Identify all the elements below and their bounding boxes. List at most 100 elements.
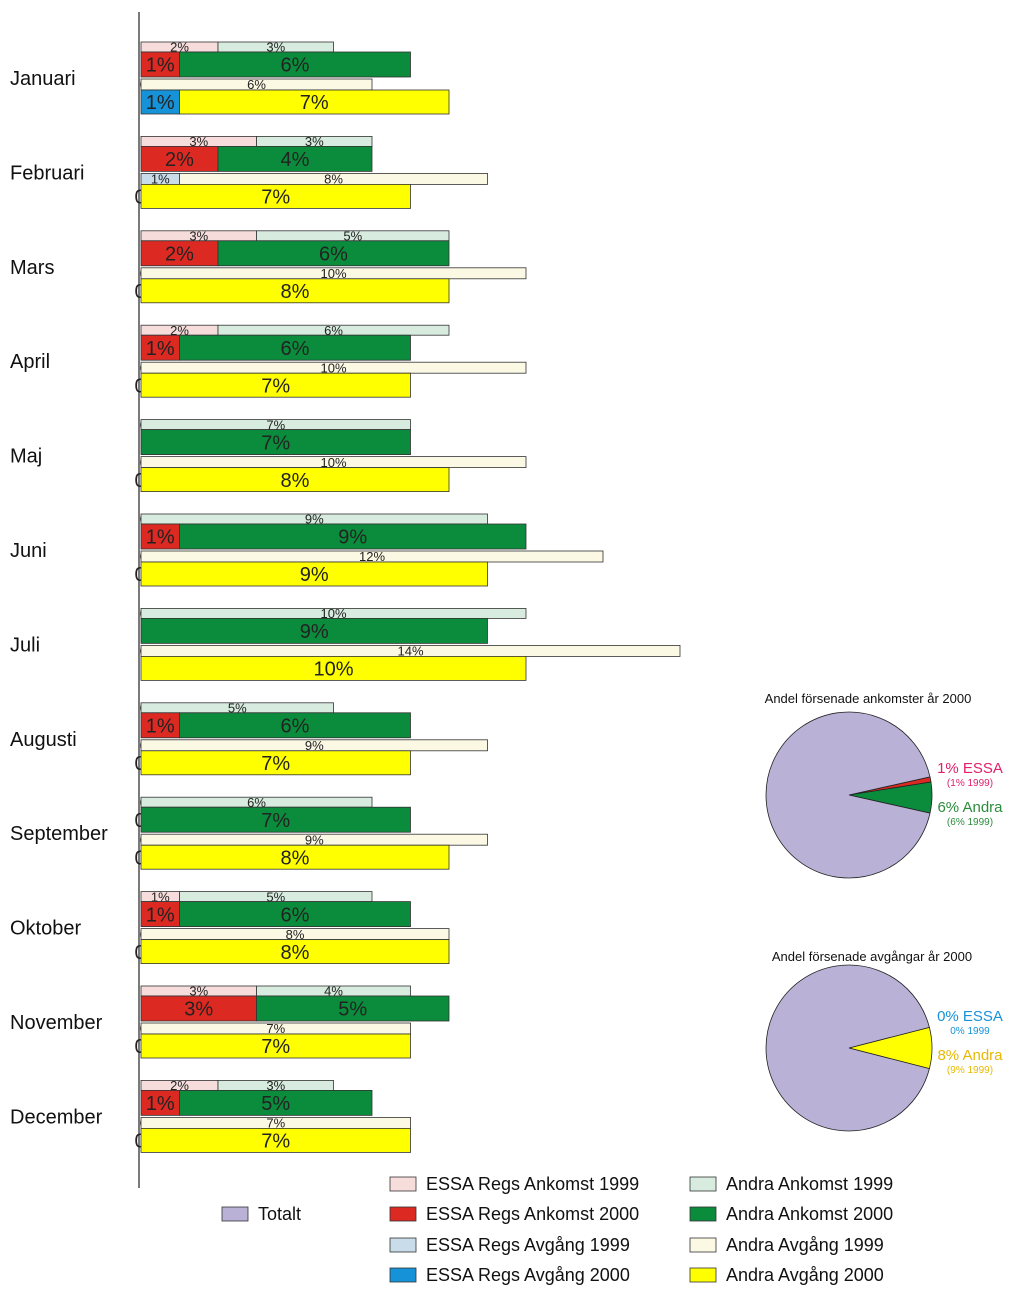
legend-swatch (689, 1237, 717, 1253)
bar-label: 3% (266, 40, 285, 55)
bar-label: 3% (305, 134, 324, 149)
pie-slice-totalt (765, 964, 930, 1132)
bar-label: 6% (281, 716, 310, 738)
bar-label: 3% (184, 999, 213, 1021)
bar-label: 2% (170, 323, 189, 338)
bar-andra-avgang-2000 (140, 561, 488, 587)
legend-label: ESSA Regs Avgång 2000 (426, 1265, 630, 1285)
pie-sublabel-essa: (1% 1999) (947, 778, 993, 789)
bar-label: 3% (189, 228, 208, 243)
legend-item-andra-ankomst-1999: Andra Ankomst 1999 (689, 1174, 893, 1194)
bar-label: 9% (300, 621, 329, 643)
bar-label: 7% (261, 810, 290, 832)
pie-label-andra: 6% Andra (937, 799, 1003, 816)
bar-andra-avgang-2000 (140, 844, 450, 870)
bar-label: 1% (146, 55, 175, 77)
legend-swatch (689, 1267, 717, 1283)
bar-andra-ankomst-2000 (179, 1090, 373, 1116)
legend-label: Andra Ankomst 1999 (726, 1174, 893, 1194)
legend-label: Andra Ankomst 2000 (726, 1204, 893, 1224)
pie-label-essa: 1% ESSA (937, 760, 1003, 777)
bar-andra-ankomst-2000 (140, 806, 411, 833)
legend-item-essa-regs-ankomst-1999: ESSA Regs Ankomst 1999 (389, 1174, 639, 1194)
bar-andra-avgang-2000 (140, 750, 411, 776)
bar-label: 8% (281, 281, 310, 303)
bar-andra-avgang-2000 (140, 183, 411, 209)
bar-label: 3% (189, 134, 208, 149)
bar-label: 7% (261, 753, 290, 775)
bar-label: 9% (305, 738, 324, 753)
bar-label: 4% (281, 149, 310, 171)
bar-essa-regs-ankomst-2000 (140, 901, 180, 927)
pie-title: Andel försenade avgångar år 2000 (772, 949, 972, 964)
legend-swatch (389, 1237, 417, 1253)
pie-sublabel-andra: (6% 1999) (947, 817, 993, 828)
legend-swatch (389, 1267, 417, 1283)
month-label: Maj (10, 446, 42, 468)
legend-label: Totalt (258, 1204, 301, 1224)
bar-label: 2% (170, 1078, 189, 1093)
bar-label: 7% (300, 92, 329, 114)
bar-label: 6% (247, 795, 266, 810)
bar-label: 7% (266, 1021, 285, 1036)
pie-sublabel-andra: (9% 1999) (947, 1065, 993, 1076)
bar-label: 9% (305, 832, 324, 847)
bar-label: 7% (261, 1131, 290, 1153)
month-label: November (10, 1012, 103, 1034)
bar-label: 1% (146, 527, 175, 549)
bar-label: 5% (261, 1093, 290, 1115)
bar-label: 6% (324, 323, 343, 338)
bar-label: 1% (151, 172, 170, 187)
bar-label: 7% (261, 375, 290, 397)
bar-label: 14% (397, 644, 423, 659)
month-group-maj: Maj0%7%7%0%10%0%8% (10, 417, 527, 493)
pie-label-andra: 8% Andra (937, 1047, 1003, 1064)
bar-label: 8% (286, 927, 305, 942)
bar-andra-ankomst-2000 (140, 618, 488, 644)
bar-label: 4% (324, 984, 343, 999)
bar-label: 1% (146, 904, 175, 926)
bar-andra-ankomst-2000 (217, 145, 373, 172)
bar-label: 1% (146, 1093, 175, 1115)
legend-item-essa-regs-avgang-1999: ESSA Regs Avgång 1999 (389, 1235, 630, 1255)
month-label: Juni (10, 540, 47, 562)
bar-andra-avgang-2000 (140, 278, 450, 304)
bar-andra-avgang-2000 (140, 1033, 411, 1059)
bar-label: 5% (228, 700, 247, 715)
bar-label: 9% (305, 512, 324, 527)
legend: Totalt ESSA Regs Ankomst 1999 Andra Ankoms… (221, 1174, 893, 1285)
bar-label: 8% (281, 847, 310, 869)
bar-label: 12% (359, 549, 385, 564)
pie-slice-totalt (765, 711, 931, 879)
legend-item-andra-ankomst-2000: Andra Ankomst 2000 (689, 1204, 893, 1224)
legend-item-essa-regs-ankomst-2000: ESSA Regs Ankomst 2000 (389, 1204, 639, 1224)
legend-label: Andra Avgång 1999 (726, 1235, 884, 1255)
legend-label: Andra Avgång 2000 (726, 1265, 884, 1285)
pie-arrivals: Andel försenade ankomster år 2000 1% ESSA… (765, 691, 1003, 879)
bar-label: 9% (300, 564, 329, 586)
pie-sublabel-essa: 0% 1999 (950, 1026, 990, 1037)
bar-label: 2% (170, 40, 189, 55)
legend-label: ESSA Regs Ankomst 2000 (426, 1204, 639, 1224)
month-label: Oktober (10, 918, 81, 940)
month-label: Februari (10, 162, 84, 184)
legend-item-andra-avgang-2000: Andra Avgång 2000 (689, 1265, 884, 1285)
bar-andra-avgang-2000 (140, 467, 450, 493)
bar-label: 6% (319, 244, 348, 266)
month-label: Augusti (10, 729, 77, 751)
bar-andra-avgang-2000 (140, 656, 527, 681)
month-group-augusti: Augusti0%5%1%6%0%9%0%7% (10, 700, 488, 776)
legend-item-totalt: Totalt (221, 1204, 301, 1224)
bar-essa-regs-ankomst-2000 (140, 523, 180, 550)
legend-swatch (689, 1206, 717, 1222)
bar-andra-avgang-2000 (179, 89, 450, 115)
legend-swatch (221, 1206, 249, 1222)
bar-label: 10% (320, 360, 346, 375)
